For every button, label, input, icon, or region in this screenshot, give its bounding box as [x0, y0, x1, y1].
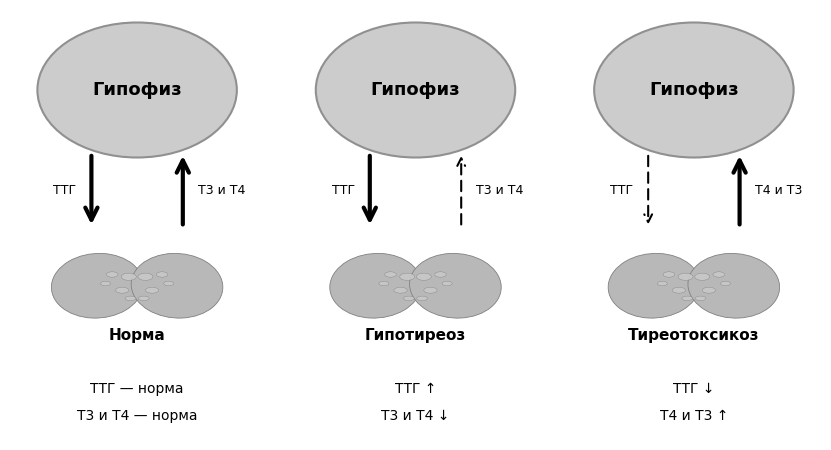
Text: ТТГ: ТТГ	[53, 184, 76, 197]
Ellipse shape	[156, 272, 168, 277]
Ellipse shape	[594, 22, 794, 158]
Text: Гипофиз: Гипофиз	[92, 81, 182, 99]
Ellipse shape	[37, 22, 237, 158]
Ellipse shape	[608, 253, 700, 318]
Ellipse shape	[695, 296, 706, 301]
Text: Т3 и Т4 ↓: Т3 и Т4 ↓	[381, 409, 450, 423]
Text: ТТГ: ТТГ	[332, 184, 355, 197]
Text: Гипофиз: Гипофиз	[371, 81, 460, 99]
Ellipse shape	[400, 273, 415, 280]
Ellipse shape	[125, 296, 136, 301]
Ellipse shape	[138, 296, 150, 301]
Ellipse shape	[379, 281, 389, 286]
Ellipse shape	[131, 253, 223, 318]
Ellipse shape	[713, 272, 725, 277]
Text: Т3 и Т4: Т3 и Т4	[198, 184, 245, 197]
Ellipse shape	[688, 253, 779, 318]
Text: ТТГ — норма: ТТГ — норма	[91, 382, 184, 396]
Ellipse shape	[720, 281, 730, 286]
Ellipse shape	[394, 287, 407, 293]
Ellipse shape	[385, 272, 396, 277]
Ellipse shape	[52, 253, 143, 318]
Text: Т3 и Т4: Т3 и Т4	[476, 184, 524, 197]
Ellipse shape	[435, 272, 446, 277]
Ellipse shape	[702, 287, 715, 293]
Text: Тиреотоксикоз: Тиреотоксикоз	[628, 328, 760, 343]
Ellipse shape	[101, 281, 111, 286]
Text: ТТГ ↑: ТТГ ↑	[395, 382, 436, 396]
Ellipse shape	[125, 278, 149, 288]
Ellipse shape	[121, 273, 136, 280]
Ellipse shape	[681, 296, 693, 301]
Ellipse shape	[316, 22, 515, 158]
Ellipse shape	[682, 278, 706, 288]
Ellipse shape	[330, 253, 421, 318]
Text: Т4 и Т3: Т4 и Т3	[755, 184, 802, 197]
Text: Гипофиз: Гипофиз	[649, 81, 739, 99]
Ellipse shape	[657, 281, 667, 286]
Ellipse shape	[410, 253, 501, 318]
Text: Т3 и Т4 — норма: Т3 и Т4 — норма	[76, 409, 198, 423]
Ellipse shape	[106, 272, 118, 277]
Text: ТТГ ↓: ТТГ ↓	[673, 382, 715, 396]
Ellipse shape	[663, 272, 675, 277]
Ellipse shape	[403, 296, 414, 301]
Text: Т4 и Т3 ↑: Т4 и Т3 ↑	[660, 409, 728, 423]
Ellipse shape	[138, 273, 153, 280]
Text: ТТГ: ТТГ	[610, 184, 633, 197]
Ellipse shape	[672, 287, 686, 293]
Ellipse shape	[164, 281, 174, 286]
Ellipse shape	[116, 287, 129, 293]
Ellipse shape	[417, 296, 428, 301]
Ellipse shape	[416, 273, 431, 280]
Text: Гипотиреоз: Гипотиреоз	[365, 328, 466, 343]
Ellipse shape	[442, 281, 452, 286]
Ellipse shape	[424, 287, 437, 293]
Ellipse shape	[145, 287, 159, 293]
Ellipse shape	[678, 273, 693, 280]
Text: Норма: Норма	[109, 328, 165, 343]
Ellipse shape	[404, 278, 427, 288]
Ellipse shape	[695, 273, 710, 280]
